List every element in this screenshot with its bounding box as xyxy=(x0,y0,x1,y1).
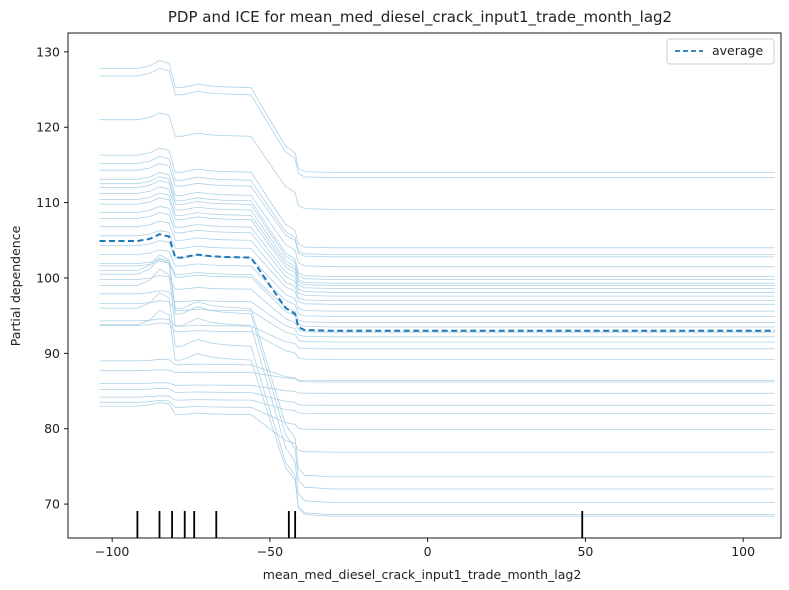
ice-line xyxy=(99,156,775,256)
ice-line xyxy=(99,254,775,478)
y-tick-label: 70 xyxy=(44,497,60,512)
y-tick-label: 120 xyxy=(36,120,60,135)
ice-line xyxy=(99,399,775,430)
y-axis-ticks: 70 80 90 100 110 120 130 xyxy=(36,44,68,512)
x-axis-label: mean_med_diesel_crack_input1_trade_month… xyxy=(263,567,582,582)
ice-line xyxy=(99,358,775,383)
ice-line xyxy=(99,395,775,415)
ice-line xyxy=(99,112,775,210)
x-tick-label: −100 xyxy=(95,544,129,559)
y-tick-label: 90 xyxy=(44,346,60,361)
ice-line xyxy=(99,322,775,360)
ice-line xyxy=(99,176,775,277)
ice-line xyxy=(99,192,775,286)
x-axis-ticks: −100 −50 0 50 100 xyxy=(95,538,755,559)
ice-line xyxy=(99,387,775,406)
y-axis-label: Partial dependence xyxy=(8,225,23,346)
ice-line xyxy=(99,172,775,268)
ice-line xyxy=(99,309,775,517)
ice-line xyxy=(99,205,775,293)
ice-line xyxy=(99,212,775,297)
ice-line xyxy=(99,258,775,323)
ice-line xyxy=(99,268,775,504)
x-tick-label: 100 xyxy=(731,544,755,559)
ice-line xyxy=(99,318,775,350)
ice-lines xyxy=(99,60,775,517)
ice-line xyxy=(99,230,775,305)
plot-area xyxy=(99,60,775,538)
average-line-group xyxy=(99,233,775,332)
chart-title: PDP and ICE for mean_med_diesel_crack_in… xyxy=(168,8,672,27)
legend-average-label: average xyxy=(712,43,763,58)
ice-line xyxy=(99,249,775,317)
ice-line xyxy=(99,369,775,381)
y-tick-label: 80 xyxy=(44,421,60,436)
ice-line xyxy=(99,147,775,249)
ice-line xyxy=(99,402,775,453)
y-tick-label: 100 xyxy=(36,270,60,285)
ice-line xyxy=(99,180,775,280)
ice-line xyxy=(99,220,775,302)
ice-line xyxy=(99,67,775,179)
ice-line xyxy=(99,163,775,258)
x-tick-label: 50 xyxy=(577,544,593,559)
ice-line xyxy=(99,275,775,333)
ice-line xyxy=(99,290,775,338)
average-line xyxy=(99,233,775,332)
ice-line xyxy=(99,291,775,515)
x-tick-label: −50 xyxy=(257,544,283,559)
ice-line xyxy=(99,382,775,394)
y-tick-label: 130 xyxy=(36,44,60,59)
ice-line xyxy=(99,60,775,173)
ice-line xyxy=(99,197,775,289)
plot-frame xyxy=(67,32,782,539)
ice-line xyxy=(99,300,775,343)
ice-line xyxy=(99,186,775,284)
x-tick-label: 0 xyxy=(424,544,432,559)
y-tick-label: 110 xyxy=(36,195,60,210)
rug-marks xyxy=(136,511,584,538)
legend: average xyxy=(666,38,775,65)
ice-line xyxy=(99,257,775,490)
legend-box xyxy=(666,38,775,65)
